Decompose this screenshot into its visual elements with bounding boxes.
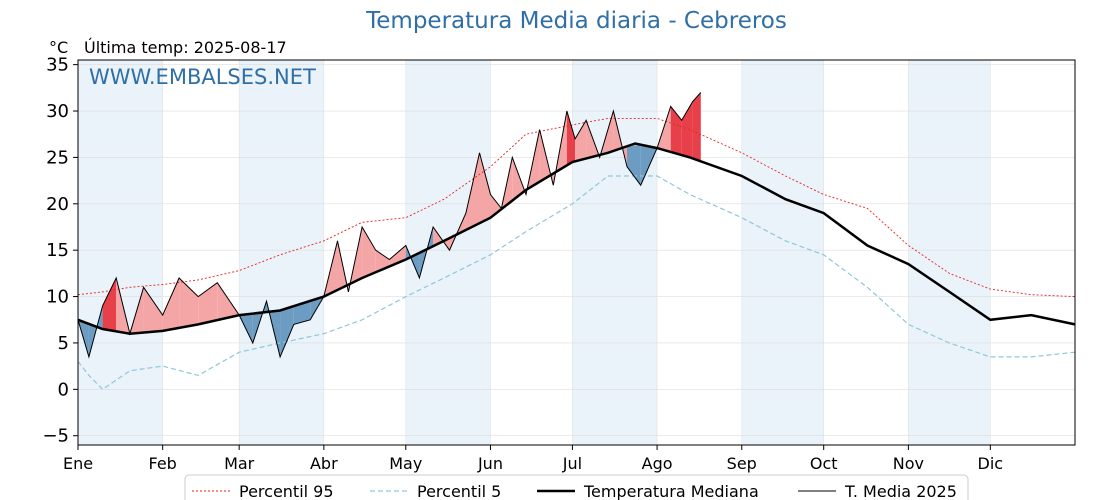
x-tick-label-Ago: Ago (642, 454, 673, 473)
x-tick-label-Sep: Sep (727, 454, 757, 473)
y-tick-label-15: 15 (46, 240, 69, 261)
chart-title: Temperatura Media diaria - Cebreros (366, 8, 787, 34)
last-update-label: Última temp: 2025-08-17 (84, 38, 287, 57)
anomaly-fill-15 (293, 300, 311, 325)
series-lines (77, 92, 1076, 391)
plot-frame (77, 59, 1076, 446)
month-bands (78, 60, 991, 445)
series-line-percentil-95 (77, 117, 1076, 298)
month-band-Ene (78, 60, 163, 445)
anomaly-fill-20 (362, 227, 376, 278)
y-tick-label-25: 25 (46, 147, 69, 168)
anomaly-fill-27 (465, 152, 480, 230)
anomaly-fill-28 (479, 152, 491, 224)
x-tick-label-Jul: Jul (562, 454, 582, 473)
anomaly-fill-29 (490, 194, 502, 218)
legend-label-1: Percentil 5 (417, 482, 501, 500)
x-tick-label-Feb: Feb (149, 454, 177, 473)
y-tick-label-0: 0 (58, 379, 69, 400)
anomaly-fill-10 (217, 282, 240, 321)
series-line-mediana (77, 142, 1076, 335)
series-line-media-2025 (77, 92, 702, 359)
x-tick-label-May: May (389, 454, 422, 473)
legend-label-2: Temperatura Mediana (583, 482, 759, 500)
x-tick-label-Dic: Dic (978, 454, 1004, 473)
anomaly-fill-35 (566, 111, 576, 166)
y-axis: −5 0 5 10 15 20 25 30 35 (42, 55, 78, 447)
month-band-Sep (741, 60, 824, 445)
y-tick-label--5: −5 (42, 426, 69, 447)
series-line-percentil-5 (77, 175, 1076, 391)
anomaly-fill-8 (179, 278, 199, 328)
x-tick-label-Jun: Jun (477, 454, 503, 473)
y-tick-label-35: 35 (46, 55, 69, 76)
grid-lines (77, 60, 1075, 445)
anomaly-fill-45 (692, 92, 701, 162)
x-tick-label-Oct: Oct (810, 454, 838, 473)
anomaly-fill-7 (162, 278, 180, 331)
y-tick-label-30: 30 (46, 101, 69, 122)
x-tick-label-Mar: Mar (224, 454, 255, 473)
legend: Percentil 95 Percentil 5 Temperatura Media… (184, 474, 969, 500)
legend-box (184, 474, 969, 500)
anomaly-fill-6 (143, 287, 163, 333)
x-tick-label-Abr: Abr (310, 454, 338, 473)
anomaly-fill-36 (575, 120, 587, 162)
y-tick-label-10: 10 (46, 287, 69, 308)
anomaly-fill-9 (198, 282, 218, 325)
anomaly-fill-40 (627, 144, 641, 186)
x-tick-label-Ene: Ene (63, 454, 93, 473)
anomaly-fill-3 (102, 278, 117, 332)
anomaly-fill-43 (670, 106, 682, 156)
anomaly-fill-14 (280, 306, 294, 357)
x-tick-label-Nov: Nov (893, 454, 924, 473)
watermark-text: WWW.EMBALSES.NET (89, 65, 316, 89)
y-tick-label-5: 5 (58, 333, 69, 354)
anomaly-fill-31 (512, 157, 526, 201)
y-tick-label-20: 20 (46, 194, 69, 215)
legend-label-0: Percentil 95 (239, 482, 334, 500)
legend-label-3: T. Media 2025 (844, 482, 957, 500)
month-band-Mar (239, 60, 324, 445)
x-axis: Ene Feb Mar Abr May Jun Jul Ago Sep Oct Nov Dic (63, 445, 1003, 473)
y-unit-label: °C (49, 38, 69, 57)
month-band-Nov (908, 60, 991, 445)
